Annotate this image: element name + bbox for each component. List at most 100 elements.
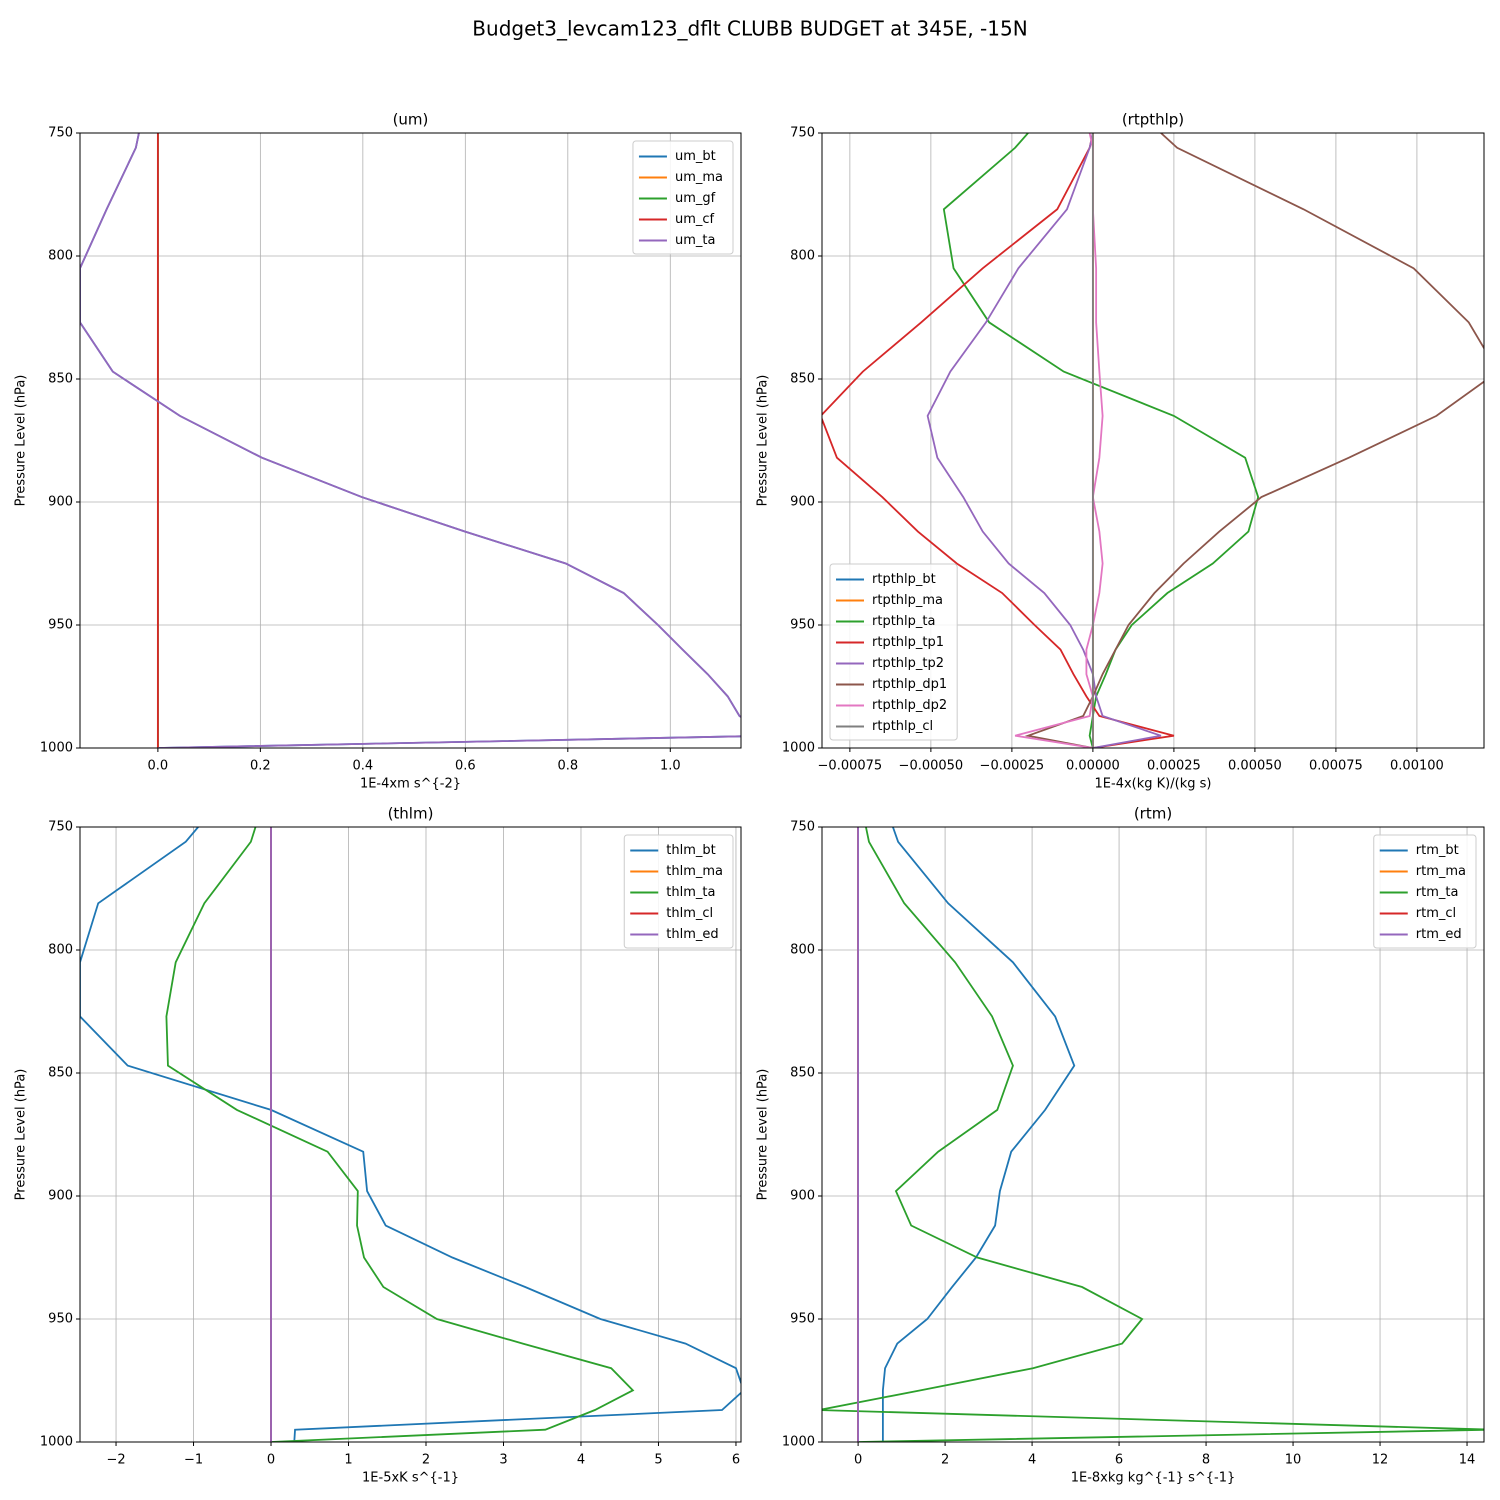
series-line: [926, 133, 1162, 748]
x-tick-label: 6: [1115, 1453, 1123, 1468]
y-tick-label: 950: [48, 1312, 73, 1327]
x-tick-label: 0.00000: [1066, 759, 1120, 774]
x-tick-label: 0.8: [557, 759, 578, 774]
legend-box: [829, 563, 958, 741]
y-tick-label: 950: [790, 618, 815, 633]
legend: rtm_bt rtm_ma rtm_ta rtm_cl rtm_ed: [1373, 834, 1477, 949]
x-tick-label: 1.0: [660, 759, 681, 774]
y-tick-label: 1000: [782, 1435, 815, 1450]
legend-label: thlm_ma: [666, 864, 723, 879]
x-tick-label: −0.00025: [980, 759, 1045, 774]
y-tick-label: 900: [790, 495, 815, 510]
chart-title: (thlm): [388, 805, 434, 823]
x-tick-label: 0.00075: [1309, 759, 1363, 774]
y-tick-label: 750: [48, 820, 73, 835]
legend-label: um_ta: [675, 233, 715, 248]
plot-frame: [79, 132, 742, 749]
y-tick-label: 750: [790, 820, 815, 835]
legend-label: um_ma: [675, 170, 723, 185]
legend-box: [623, 834, 734, 949]
y-axis-label: Pressure Level (hPa): [756, 1069, 771, 1201]
y-tick-label: 950: [48, 618, 73, 633]
y-tick-label: 900: [48, 495, 73, 510]
y-axis-label: Pressure Level (hPa): [756, 375, 771, 507]
y-tick-label: 850: [48, 1066, 73, 1081]
x-axis-label: 1E-8xkg kg^{-1} s^{-1}: [1071, 1471, 1236, 1486]
x-tick-label: 0.00025: [1147, 759, 1201, 774]
x-tick-label: −0.00050: [899, 759, 964, 774]
legend-label: rtpthlp_ma: [872, 593, 943, 608]
x-tick-label: 4: [1028, 1453, 1036, 1468]
x-tick-label: 4: [577, 1453, 585, 1468]
y-tick-label: 900: [48, 1189, 73, 1204]
y-tick-label: 850: [790, 372, 815, 387]
x-tick-label: 2: [941, 1453, 949, 1468]
y-tick-label: 850: [790, 1066, 815, 1081]
x-tick-label: 0.00050: [1228, 759, 1282, 774]
legend: um_bt um_ma um_gf um_cf um_ta: [632, 140, 734, 255]
x-axis-label: 1E-5xK s^{-1}: [362, 1471, 459, 1486]
legend: thlm_bt thlm_ma thlm_ta thlm_cl thlm_ed: [623, 834, 734, 949]
series-line: [80, 133, 741, 748]
legend-label: rtpthlp_cl: [872, 719, 933, 734]
legend-label: thlm_ed: [666, 927, 718, 942]
x-tick-label: 10: [1285, 1453, 1302, 1468]
x-tick-label: 12: [1372, 1453, 1389, 1468]
legend-label: rtpthlp_dp1: [872, 677, 947, 692]
x-tick-label: 0.2: [250, 759, 271, 774]
y-axis-label: Pressure Level (hPa): [14, 375, 29, 507]
y-tick-label: 950: [790, 1312, 815, 1327]
legend-label: rtm_bt: [1416, 843, 1459, 858]
y-tick-label: 900: [790, 1189, 815, 1204]
plot-frame: [821, 132, 1485, 749]
legend-label: rtpthlp_dp2: [872, 698, 947, 713]
y-tick-label: 800: [790, 943, 815, 958]
legend-label: rtm_cl: [1416, 906, 1456, 921]
legend-label: rtpthlp_tp2: [872, 656, 944, 671]
x-tick-label: 8: [1202, 1453, 1210, 1468]
x-tick-label: 0.0: [148, 759, 169, 774]
x-axis-label: 1E-4x(kg K)/(kg s): [1095, 777, 1212, 792]
figure-title: Budget3_levcam123_dflt CLUBB BUDGET at 3…: [472, 17, 1027, 41]
y-axis-label: Pressure Level (hPa): [14, 1069, 29, 1201]
legend-label: rtpthlp_tp1: [872, 635, 944, 650]
x-tick-label: 0: [267, 1453, 275, 1468]
x-tick-label: 6: [732, 1453, 740, 1468]
legend-label: um_cf: [675, 212, 715, 227]
y-tick-label: 750: [48, 126, 73, 141]
x-tick-label: −2: [106, 1453, 125, 1468]
series-line: [881, 827, 1076, 1442]
y-tick-label: 1000: [40, 1435, 73, 1450]
series-line: [822, 827, 1484, 1442]
y-tick-label: 1000: [782, 741, 815, 756]
legend-label: rtpthlp_ta: [872, 614, 935, 629]
legend-label: thlm_bt: [666, 843, 715, 858]
legend-label: um_bt: [675, 149, 716, 164]
x-tick-label: 0: [854, 1453, 862, 1468]
y-tick-label: 750: [790, 126, 815, 141]
plot-frame: [79, 826, 742, 1443]
x-tick-label: 1: [344, 1453, 352, 1468]
legend-box: [632, 140, 734, 255]
y-tick-label: 800: [790, 249, 815, 264]
y-tick-label: 800: [48, 249, 73, 264]
y-tick-label: 850: [48, 372, 73, 387]
legend-label: thlm_ta: [666, 885, 715, 900]
x-tick-label: −1: [184, 1453, 203, 1468]
chart-title: (um): [393, 111, 429, 129]
x-tick-label: 0.6: [455, 759, 476, 774]
chart-title: (rtpthlp): [1122, 111, 1184, 129]
legend-label: thlm_cl: [666, 906, 713, 921]
series-line: [165, 827, 635, 1442]
legend-box: [1373, 834, 1477, 949]
series-line: [822, 133, 1175, 748]
x-tick-label: 3: [499, 1453, 507, 1468]
x-axis-label: 1E-4xm s^{-2}: [360, 777, 461, 792]
legend: rtpthlp_bt rtpthlp_ma rtpthlp_ta rtpthlp_tp…: [829, 563, 958, 741]
legend-label: um_gf: [675, 191, 716, 206]
legend-label: rtm_ed: [1416, 927, 1462, 942]
x-tick-label: 0.00100: [1390, 759, 1444, 774]
series-line: [80, 827, 741, 1442]
